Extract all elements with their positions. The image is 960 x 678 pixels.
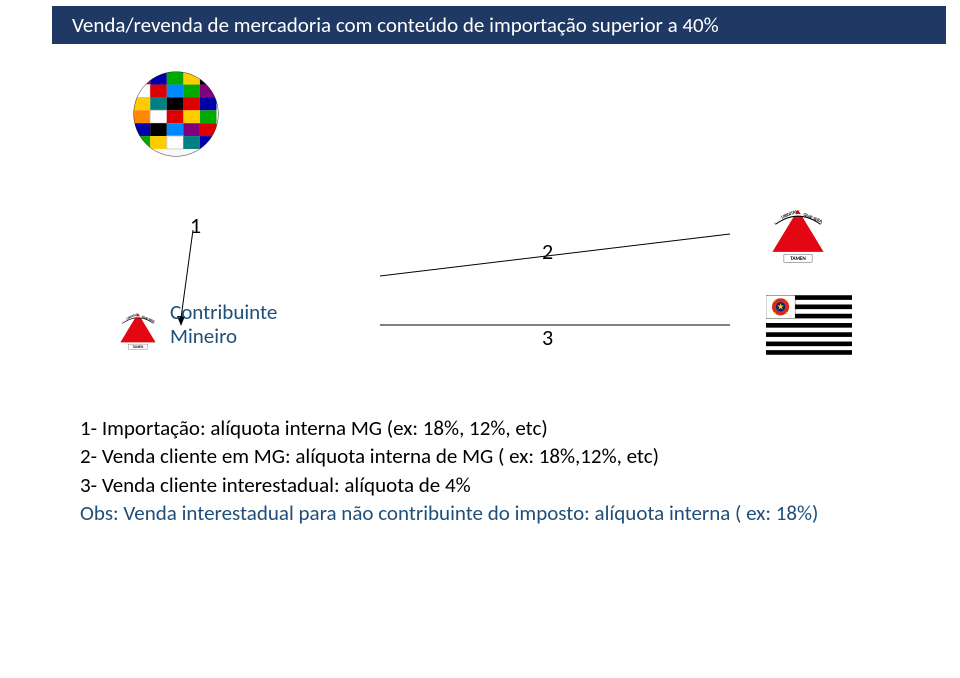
title-text: Venda/revenda de mercadoria com conteúdo… [72,12,719,38]
svg-text:TAMEN: TAMEN [133,345,144,349]
body-line-2: 2- Venda cliente em MG: alíquota interna… [80,442,818,470]
mg-seal-small-icon: LIBERTAS QUÆ SERA TAMEN [116,308,160,352]
globe-flags-icon [130,68,222,160]
slide: Venda/revenda de mercadoria com conteúdo… [0,0,960,678]
arrow-3 [380,320,740,330]
sp-flag-icon [766,294,852,356]
body-line-1: 1- Importação: alíquota interna MG (ex: … [80,414,818,442]
body-obs: Obs: Venda interestadual para não contri… [80,499,818,527]
mg-seal-big-icon: LIBERTAS QUÆ SERA TAMEN [766,202,830,266]
body-line-3: 3- Venda cliente interestadual: alíquota… [80,471,818,499]
contribuinte-line1: Contribuinte [170,299,277,325]
body-text: 1- Importação: alíquota interna MG (ex: … [80,414,818,527]
svg-text:TAMEN: TAMEN [790,256,806,262]
contribuinte-line2: Mineiro [170,323,237,349]
arrow-2 [380,232,740,282]
title-band: Venda/revenda de mercadoria com conteúdo… [52,6,946,44]
contribuinte-label: Contribuinte Mineiro [170,300,277,348]
